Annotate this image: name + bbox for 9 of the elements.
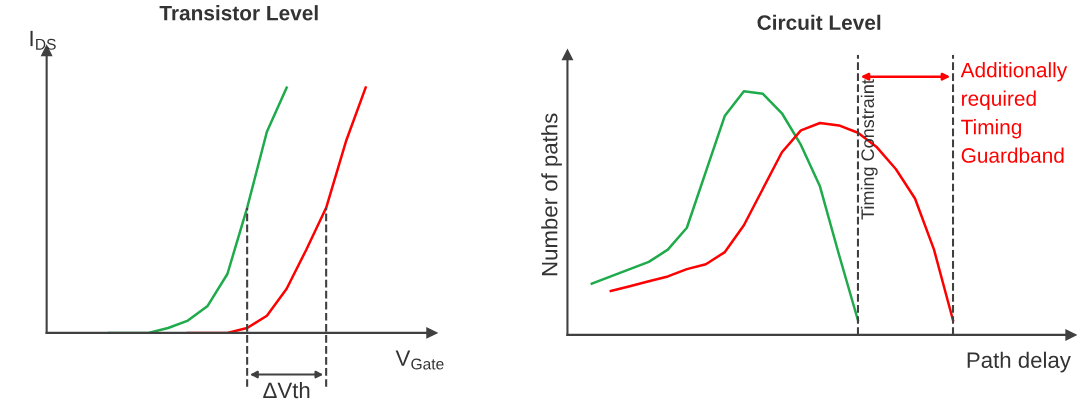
y-axis-title: I$_{DS}$ (30, 30, 56, 50)
annotation: Additionally required Timing Guardband (960, 62, 1068, 163)
x-axis-title: V$_{Gate}$ (395, 350, 444, 370)
x-axis-title: Path delay (967, 351, 1071, 373)
y-axis-title: Number of paths (541, 113, 562, 276)
text: ΔVth (263, 381, 310, 399)
annotation: Timing Constraint (860, 79, 878, 220)
chart-title: Transistor Level (159, 5, 318, 21)
chart-title: Circuit Level (757, 14, 881, 31)
